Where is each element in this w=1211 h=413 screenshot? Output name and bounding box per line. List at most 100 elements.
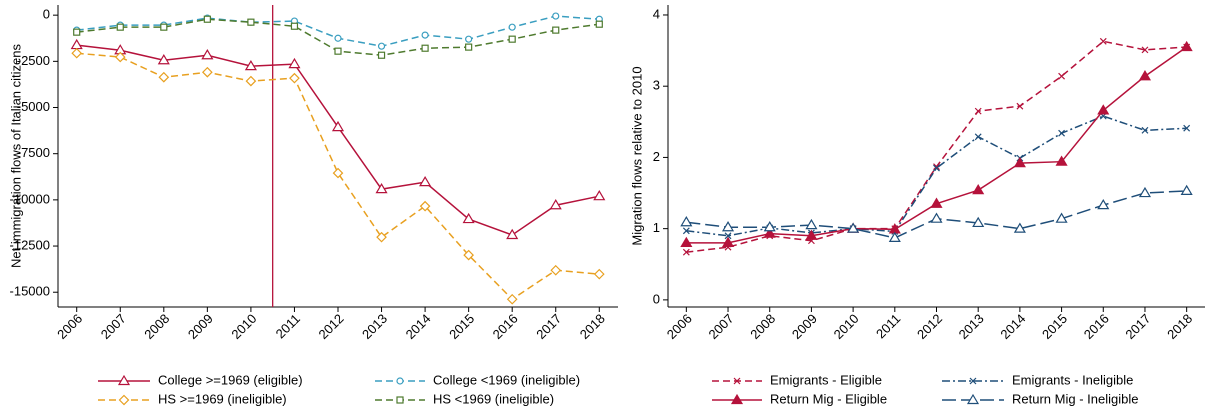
y-tick-label: -15000 xyxy=(10,284,50,299)
marker xyxy=(419,200,431,212)
x-tick-label: 2016 xyxy=(1081,311,1112,342)
marker xyxy=(847,222,860,233)
marker xyxy=(202,66,213,78)
y-tick-label: 2 xyxy=(653,149,660,164)
marker xyxy=(966,393,980,405)
marker xyxy=(1055,155,1068,166)
legend-label: Return Mig - Eligible xyxy=(770,391,887,406)
marker xyxy=(888,231,901,243)
marker xyxy=(724,232,732,240)
marker xyxy=(974,133,982,141)
marker xyxy=(933,163,940,171)
marker xyxy=(595,20,603,28)
marker xyxy=(805,229,818,240)
x-tick-label: 2007 xyxy=(98,311,129,342)
marker xyxy=(550,264,562,276)
marker xyxy=(1099,37,1107,45)
marker xyxy=(972,216,985,228)
marker xyxy=(334,34,342,42)
marker xyxy=(969,377,977,385)
marker xyxy=(506,228,519,240)
y-tick-label: 0 xyxy=(43,7,50,22)
marker xyxy=(506,293,518,305)
marker xyxy=(118,394,130,406)
marker xyxy=(1055,212,1068,223)
x-tick-label: 2009 xyxy=(789,311,820,342)
y-tick-label: 3 xyxy=(653,78,660,93)
marker xyxy=(158,71,170,83)
marker xyxy=(1013,222,1026,233)
marker xyxy=(1180,40,1193,52)
marker xyxy=(288,57,301,69)
y-tick-label: 1 xyxy=(653,220,660,235)
marker xyxy=(1016,102,1024,110)
legend-label: Emigrants - Eligible xyxy=(770,372,882,387)
y-tick-label: -7500 xyxy=(17,145,50,160)
marker xyxy=(116,23,124,31)
x-tick-label: 2012 xyxy=(315,311,346,342)
marker xyxy=(70,38,83,50)
marker xyxy=(552,12,560,20)
marker xyxy=(733,377,741,385)
marker xyxy=(245,75,257,87)
marker xyxy=(465,35,473,43)
marker xyxy=(157,54,170,65)
marker xyxy=(117,374,131,386)
marker xyxy=(549,199,562,210)
marker xyxy=(160,23,168,31)
marker xyxy=(805,218,818,230)
marker xyxy=(290,22,299,30)
x-tick-label: 2016 xyxy=(490,311,521,342)
marker xyxy=(114,51,126,63)
legend-label: HS <1969 (ineligible) xyxy=(433,391,554,406)
x-tick-label: 2011 xyxy=(273,311,303,341)
marker xyxy=(1138,186,1152,198)
y-tick-label: -10000 xyxy=(10,191,50,206)
x-tick-label: 2006 xyxy=(54,311,85,342)
marker xyxy=(682,248,690,256)
x-tick-label: 2018 xyxy=(1164,311,1195,342)
marker xyxy=(1058,72,1066,80)
marker xyxy=(201,49,214,60)
x-tick-label: 2011 xyxy=(873,311,903,341)
marker xyxy=(730,393,744,405)
marker xyxy=(552,26,560,34)
marker xyxy=(763,221,776,232)
marker xyxy=(71,47,83,59)
marker xyxy=(396,377,404,385)
marker xyxy=(421,31,429,39)
marker xyxy=(721,236,735,247)
legend-label: HS >=1969 (ineligible) xyxy=(158,391,287,406)
x-tick-label: 2017 xyxy=(533,311,564,342)
x-tick-label: 2010 xyxy=(831,311,862,342)
marker xyxy=(396,396,404,404)
x-tick-label: 2009 xyxy=(185,311,216,342)
marker xyxy=(376,231,387,243)
marker xyxy=(463,249,474,261)
marker xyxy=(377,42,386,50)
marker xyxy=(1097,198,1110,210)
marker xyxy=(334,47,342,55)
x-tick-label: 2008 xyxy=(747,311,778,342)
x-tick-label: 2010 xyxy=(228,311,259,342)
marker xyxy=(508,35,516,43)
marker xyxy=(1180,184,1193,196)
marker xyxy=(1058,129,1066,137)
marker xyxy=(593,189,606,201)
marker xyxy=(930,197,943,208)
marker xyxy=(682,227,690,235)
marker xyxy=(972,184,985,195)
legend-label: Emigrants - Ineligible xyxy=(1012,372,1133,387)
marker xyxy=(930,212,943,223)
x-tick-label: 2017 xyxy=(1122,311,1153,342)
marker xyxy=(763,227,776,238)
marker xyxy=(244,59,257,71)
x-tick-label: 2015 xyxy=(1039,311,1070,342)
marker xyxy=(375,182,388,194)
marker xyxy=(1138,70,1152,81)
marker xyxy=(289,72,300,84)
legend-label: College >=1969 (eligible) xyxy=(158,372,303,387)
y-axis-label: Net immigration flows of Italian citizen… xyxy=(8,44,23,268)
marker xyxy=(933,164,940,172)
y-tick-label: 0 xyxy=(653,291,660,306)
